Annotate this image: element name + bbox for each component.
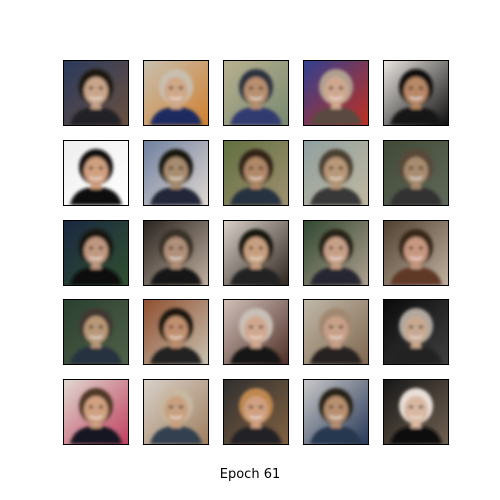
generated-face-image	[224, 141, 288, 205]
generated-face-tile	[143, 379, 209, 445]
generated-face-tile	[63, 220, 129, 286]
generated-face-image	[304, 141, 368, 205]
generated-face-tile	[63, 299, 129, 365]
generated-face-tile	[383, 60, 449, 126]
generated-face-image	[304, 300, 368, 364]
generated-face-image	[144, 141, 208, 205]
generated-face-tile	[383, 379, 449, 445]
generated-face-image	[304, 221, 368, 285]
generated-face-tile	[383, 220, 449, 286]
generated-face-tile	[63, 140, 129, 206]
generated-face-image	[384, 61, 448, 125]
generated-face-tile	[143, 220, 209, 286]
generated-face-tile	[223, 140, 289, 206]
generated-face-tile	[63, 379, 129, 445]
generated-face-image	[224, 221, 288, 285]
generated-face-tile	[303, 379, 369, 445]
generated-face-image	[224, 61, 288, 125]
generated-face-tile	[223, 299, 289, 365]
generated-face-image	[64, 141, 128, 205]
generated-face-tile	[303, 60, 369, 126]
generated-face-image	[224, 380, 288, 444]
generated-face-image	[64, 380, 128, 444]
generated-face-image	[224, 300, 288, 364]
generated-face-tile	[303, 140, 369, 206]
generated-face-image	[64, 221, 128, 285]
generated-face-tile	[383, 140, 449, 206]
generated-face-tile	[383, 299, 449, 365]
generated-face-image	[304, 380, 368, 444]
generated-face-image	[384, 141, 448, 205]
generated-face-tile	[143, 140, 209, 206]
generated-face-image	[144, 300, 208, 364]
generated-face-tile	[303, 220, 369, 286]
generated-face-tile	[63, 60, 129, 126]
generated-face-image	[144, 221, 208, 285]
generated-face-image	[384, 380, 448, 444]
generated-face-tile	[223, 379, 289, 445]
generated-face-image	[144, 61, 208, 125]
epoch-caption: Epoch 61	[219, 467, 281, 482]
generated-face-tile	[143, 60, 209, 126]
generated-face-tile	[223, 60, 289, 126]
generated-face-image	[64, 300, 128, 364]
generated-face-image	[384, 221, 448, 285]
generated-face-tile	[303, 299, 369, 365]
generated-face-image	[384, 300, 448, 364]
generated-face-image	[304, 61, 368, 125]
generated-face-tile	[223, 220, 289, 286]
generated-face-image	[144, 380, 208, 444]
generated-face-tile	[143, 299, 209, 365]
generated-face-image	[64, 61, 128, 125]
